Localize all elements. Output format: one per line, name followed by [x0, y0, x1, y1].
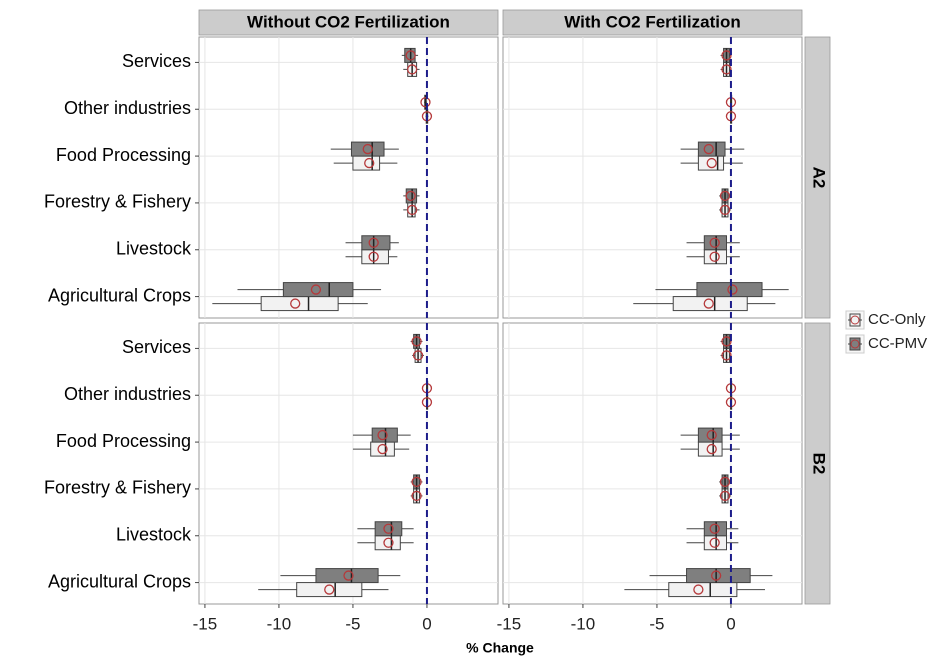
panel-background [502, 322, 803, 605]
mean-point [383, 537, 394, 548]
mean-point [703, 143, 714, 155]
box [374, 521, 403, 537]
strip-background [502, 9, 803, 36]
mean-point [721, 64, 732, 75]
mean-point [377, 429, 388, 441]
column-strip-label: Without CO2 Fertilization [247, 12, 450, 31]
box [697, 427, 723, 443]
legend-key [849, 313, 861, 327]
mean-point [324, 584, 335, 595]
mean-point [411, 490, 422, 502]
mean-point [364, 157, 375, 169]
legend-key [850, 315, 860, 325]
mean-point [406, 64, 418, 75]
x-tick-label: -10 [571, 614, 596, 633]
mean-point [290, 298, 301, 309]
y-tick-label: Agricultural Crops [48, 571, 191, 591]
mean-point [709, 537, 720, 548]
mean-point [412, 350, 424, 361]
mean-point [411, 336, 422, 347]
x-tick-label: 0 [726, 614, 735, 633]
legend-label: CC-Only [868, 311, 926, 328]
mean-point [709, 237, 720, 248]
mean-point [310, 284, 322, 295]
mean-point [368, 251, 379, 262]
strip-background [804, 322, 831, 605]
mean-point [721, 350, 732, 361]
y-tick-label: Services [122, 337, 191, 357]
legend-label: CC-PMV [868, 335, 927, 352]
box [697, 141, 726, 157]
mean-point [420, 97, 431, 108]
column-strip-label: With CO2 Fertilization [564, 12, 740, 31]
x-tick-label: -15 [497, 614, 522, 633]
mean-point [405, 190, 416, 202]
mean-point [719, 204, 731, 216]
strip-background [804, 36, 831, 319]
y-tick-label: Services [122, 51, 191, 71]
y-tick-label: Other industries [64, 384, 191, 404]
mean-point [405, 50, 416, 61]
mean-point [377, 443, 388, 455]
mean-point [721, 336, 732, 347]
mean-point [368, 237, 379, 248]
legend-key [849, 337, 861, 351]
x-tick-label: -5 [345, 614, 360, 633]
strip-background [198, 9, 499, 36]
mean-point [703, 298, 714, 309]
box [686, 568, 751, 584]
box [315, 568, 379, 584]
mean-point [709, 251, 720, 262]
x-axis-label: % Change [466, 640, 534, 656]
mean-point [406, 204, 418, 216]
y-tick-label: Food Processing [56, 431, 191, 451]
box [696, 282, 763, 298]
mean-point [383, 523, 394, 534]
panel-background [502, 36, 803, 319]
box [282, 282, 354, 298]
mean-point [719, 490, 731, 502]
mean-point [693, 584, 704, 595]
mean-point [706, 443, 717, 455]
mean-point [706, 157, 717, 169]
mean-point [719, 476, 731, 488]
y-tick-label: Livestock [116, 239, 192, 259]
mean-point [343, 570, 354, 581]
mean-point [710, 570, 722, 581]
mean-point [706, 429, 717, 441]
y-tick-label: Forestry & Fishery [44, 478, 191, 498]
mean-point [727, 284, 738, 295]
panel-background [198, 322, 499, 605]
box [350, 141, 385, 157]
box [361, 235, 391, 251]
y-tick-label: Forestry & Fishery [44, 192, 191, 212]
panel-background [198, 36, 499, 319]
y-tick-label: Food Processing [56, 145, 191, 165]
mean-point [362, 143, 373, 155]
mean-point [709, 523, 720, 534]
y-tick-label: Other industries [64, 98, 191, 118]
mean-point [721, 50, 732, 61]
row-strip-label: B2 [810, 453, 829, 475]
box [352, 155, 381, 171]
row-strip-label: A2 [810, 167, 829, 189]
x-tick-label: 0 [422, 614, 431, 633]
mean-point [719, 190, 731, 202]
x-tick-label: -15 [193, 614, 218, 633]
mean-point [411, 476, 422, 488]
x-tick-label: -10 [267, 614, 292, 633]
legend-key [850, 339, 860, 349]
y-tick-label: Livestock [116, 525, 192, 545]
y-tick-label: Agricultural Crops [48, 285, 191, 305]
x-tick-label: -5 [649, 614, 664, 633]
